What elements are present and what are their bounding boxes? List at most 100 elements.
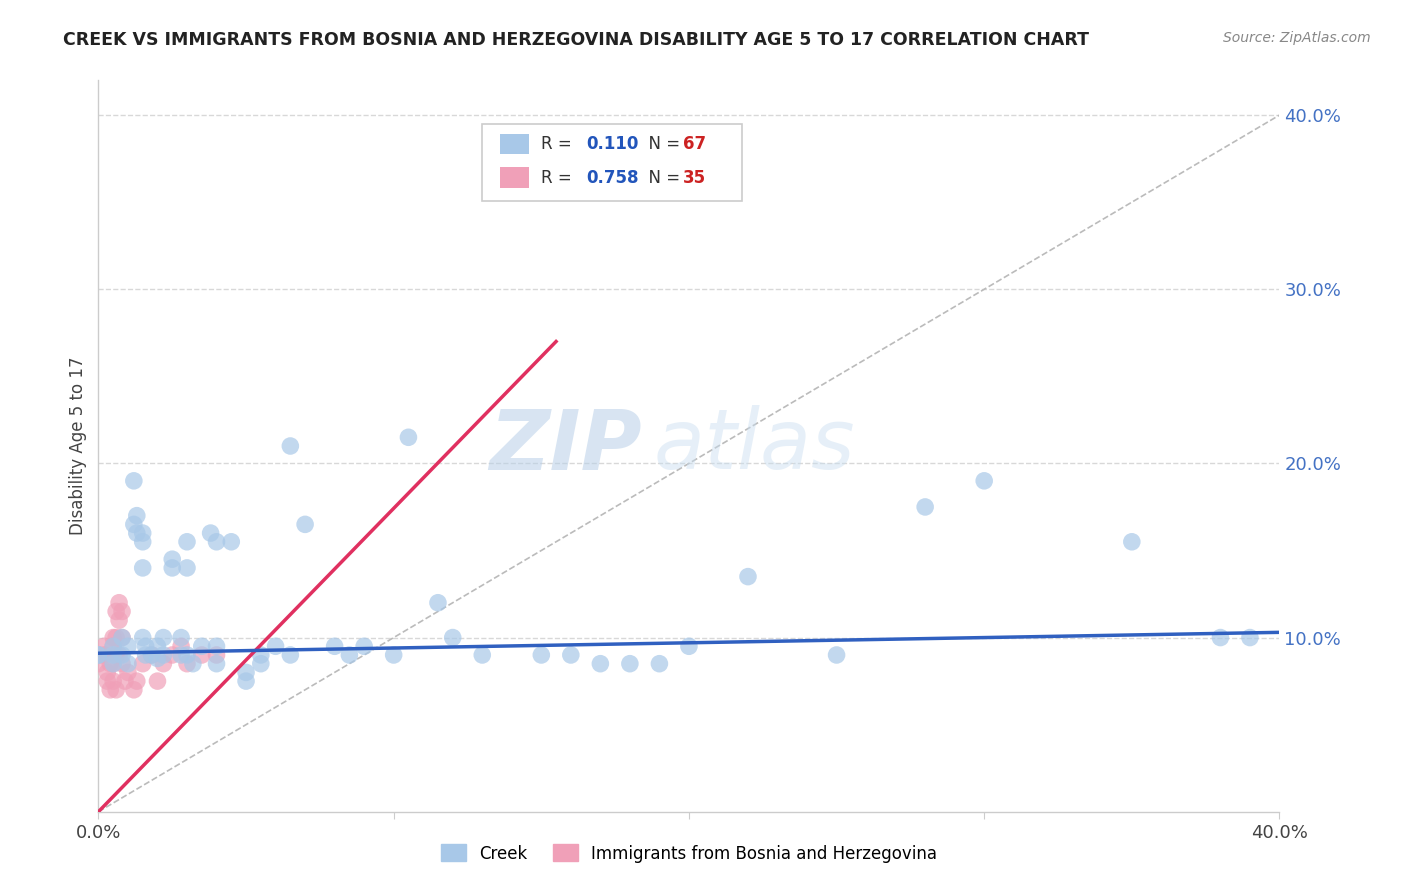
Point <box>111 604 134 618</box>
Point <box>111 631 134 645</box>
Point <box>205 640 228 654</box>
Point <box>323 640 346 654</box>
Point <box>103 631 125 645</box>
Point <box>103 640 125 654</box>
Text: N =: N = <box>638 169 686 186</box>
Point <box>96 674 118 689</box>
Point <box>146 640 169 654</box>
Point <box>530 648 553 662</box>
Point <box>87 648 110 662</box>
Point <box>264 640 287 654</box>
Point <box>93 648 115 662</box>
Text: ZIP: ZIP <box>489 406 641 486</box>
FancyBboxPatch shape <box>482 124 742 201</box>
Point <box>152 631 174 645</box>
FancyBboxPatch shape <box>501 168 530 188</box>
Point <box>122 474 145 488</box>
Point <box>111 657 134 671</box>
Point <box>471 648 494 662</box>
Point <box>205 657 228 671</box>
Point <box>205 648 228 662</box>
Point <box>108 596 131 610</box>
Text: N =: N = <box>638 135 686 153</box>
Point <box>105 648 128 662</box>
Text: CREEK VS IMMIGRANTS FROM BOSNIA AND HERZEGOVINA DISABILITY AGE 5 TO 17 CORRELATI: CREEK VS IMMIGRANTS FROM BOSNIA AND HERZ… <box>63 31 1090 49</box>
Point <box>96 665 118 680</box>
Text: 0.110: 0.110 <box>586 135 638 153</box>
Point <box>176 657 198 671</box>
Point <box>98 657 121 671</box>
Point <box>93 640 115 654</box>
Point <box>132 631 155 645</box>
Point <box>973 474 995 488</box>
Point <box>176 561 198 575</box>
Point <box>111 648 134 662</box>
Point <box>353 640 375 654</box>
Point <box>141 648 163 662</box>
Point <box>441 631 464 645</box>
Point <box>152 657 174 671</box>
Point <box>737 569 759 583</box>
Text: R =: R = <box>541 169 578 186</box>
Point <box>162 561 183 575</box>
Point <box>108 613 131 627</box>
Point <box>132 526 155 541</box>
Point <box>125 508 148 523</box>
Text: 35: 35 <box>683 169 706 186</box>
Point <box>200 526 222 541</box>
Point <box>132 657 155 671</box>
Point <box>294 517 316 532</box>
Point <box>162 648 183 662</box>
Point <box>280 648 302 662</box>
Point <box>141 648 163 662</box>
Point <box>825 648 848 662</box>
Point <box>235 674 257 689</box>
Point <box>250 648 273 662</box>
Point <box>589 657 612 671</box>
Point <box>191 640 214 654</box>
Point <box>170 631 193 645</box>
Point <box>125 526 148 541</box>
Point <box>280 439 302 453</box>
Point <box>398 430 420 444</box>
Point <box>111 631 134 645</box>
Point <box>98 682 121 697</box>
Point <box>103 657 125 671</box>
Point <box>205 534 228 549</box>
Text: 0.758: 0.758 <box>586 169 638 186</box>
Point <box>103 674 125 689</box>
Point <box>170 648 193 662</box>
Point <box>122 682 145 697</box>
Point <box>181 657 204 671</box>
Point <box>176 534 198 549</box>
Point <box>382 648 405 662</box>
Point <box>87 657 110 671</box>
Point <box>619 657 641 671</box>
Point <box>1239 631 1261 645</box>
Point <box>170 640 193 654</box>
Point <box>87 648 110 662</box>
Point <box>176 648 198 662</box>
Point <box>914 500 936 514</box>
Point <box>125 674 148 689</box>
Point <box>117 665 139 680</box>
Point <box>135 640 157 654</box>
Point <box>146 674 169 689</box>
Point <box>152 648 174 662</box>
Point <box>221 534 243 549</box>
Point <box>132 534 155 549</box>
Point <box>339 648 361 662</box>
Point <box>427 596 450 610</box>
Point <box>146 651 169 665</box>
Point <box>105 682 128 697</box>
Point <box>191 648 214 662</box>
Point <box>250 657 273 671</box>
Point <box>103 640 125 654</box>
Point <box>1209 631 1232 645</box>
Point <box>114 674 136 689</box>
Point <box>1121 534 1143 549</box>
Point <box>122 517 145 532</box>
Text: Source: ZipAtlas.com: Source: ZipAtlas.com <box>1223 31 1371 45</box>
Point <box>235 665 257 680</box>
Point <box>105 604 128 618</box>
